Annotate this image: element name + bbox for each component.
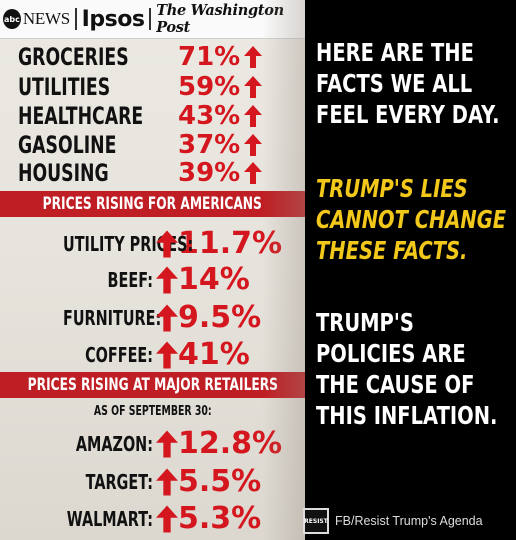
statement-line: THIS INFLATION. <box>316 401 498 430</box>
retailer-label: WALMART: <box>66 506 153 531</box>
divider <box>149 8 152 30</box>
footer-text: FB/Resist Trump's Agenda <box>335 514 483 528</box>
statement-line: TRUMP'S LIES <box>316 174 468 203</box>
price-row: UTILITY PRICES: 11.7% <box>28 226 282 261</box>
statement-line: CANNOT CHANGE <box>316 205 507 234</box>
up-arrow-icon <box>244 46 263 68</box>
up-arrow-icon <box>244 105 263 127</box>
category-row: HOUSING 39% <box>18 158 263 188</box>
retailer-row: WALMART: 5.3% <box>28 501 261 536</box>
category-row: GASOLINE 37% <box>18 130 263 160</box>
price-value: 11.7% <box>178 226 283 261</box>
price-value: 9.5% <box>178 300 262 335</box>
category-value: 71% <box>178 42 241 72</box>
category-value: 37% <box>178 130 241 160</box>
up-arrow-icon <box>244 134 263 156</box>
section-banner-retailers: PRICES RISING AT MAJOR RETAILERS <box>0 372 305 398</box>
up-arrow-icon <box>156 266 178 294</box>
price-label: FURNITURE: <box>63 305 162 330</box>
price-value: 41% <box>178 337 250 372</box>
retailer-label: TARGET: <box>85 469 153 494</box>
category-row: GROCERIES 71% <box>18 42 263 72</box>
ipsos-logo: Ipsos <box>81 6 145 32</box>
footer-credit: RESIST FB/Resist Trump's Agenda <box>303 508 483 534</box>
statement-line: POLICIES ARE <box>316 339 466 368</box>
brand-bar: abc NEWS Ipsos The Washington Post <box>0 0 305 39</box>
up-arrow-icon <box>156 230 178 258</box>
retailer-row: AMAZON: 12.8% <box>28 426 282 461</box>
statement-line: FACTS WE ALL <box>316 69 473 98</box>
up-arrow-icon <box>156 468 178 496</box>
price-label: BEEF: <box>107 267 153 292</box>
statement-line: TRUMP'S <box>316 308 414 337</box>
category-label: GASOLINE <box>18 131 117 159</box>
retailer-value: 5.3% <box>178 501 262 536</box>
divider <box>74 8 77 30</box>
up-arrow-icon <box>156 505 178 533</box>
category-row: HEALTHCARE 43% <box>18 101 263 131</box>
category-label: HOUSING <box>18 159 109 187</box>
statement-line: THE CAUSE OF <box>316 370 475 399</box>
statement-line: FEEL EVERY DAY. <box>316 100 500 129</box>
section-title: PRICES RISING FOR AMERICANS <box>42 194 263 214</box>
price-label: UTILITY PRICES: <box>63 231 194 256</box>
retailer-value: 5.5% <box>178 464 262 499</box>
resist-patch-logo: RESIST <box>303 508 329 534</box>
washington-post-logo: The Washington Post <box>156 2 284 36</box>
category-label: HEALTHCARE <box>18 102 144 130</box>
statement-facts: HERE ARE THE FACTS WE ALL FEEL EVERY DAY… <box>316 37 499 130</box>
retailer-row: TARGET: 5.5% <box>28 464 262 499</box>
category-value: 43% <box>178 101 241 131</box>
section-banner-americans: PRICES RISING FOR AMERICANS <box>0 191 305 217</box>
up-arrow-icon <box>156 304 178 332</box>
price-row: COFFEE: 41% <box>28 337 250 372</box>
category-label: UTILITIES <box>18 73 111 101</box>
left-panel: abc NEWS Ipsos The Washington Post GROCE… <box>0 0 305 540</box>
up-arrow-icon <box>156 430 178 458</box>
retailer-value: 12.8% <box>178 426 283 461</box>
as-of-label: AS OF SEPTEMBER 30: <box>93 404 212 419</box>
section-title: PRICES RISING AT MAJOR RETAILERS <box>27 375 278 395</box>
up-arrow-icon <box>244 162 263 184</box>
category-label: GROCERIES <box>18 43 129 71</box>
abc-logo: abc <box>3 9 21 29</box>
price-label: COFFEE: <box>85 342 153 367</box>
category-value: 59% <box>178 72 241 102</box>
statement-line: HERE ARE THE <box>316 38 474 67</box>
up-arrow-icon <box>156 341 178 369</box>
statement-line: THESE FACTS. <box>316 236 468 265</box>
category-row: UTILITIES 59% <box>18 72 263 102</box>
retailer-label: AMAZON: <box>75 431 153 456</box>
price-value: 14% <box>178 262 250 297</box>
price-row: BEEF: 14% <box>28 262 250 297</box>
up-arrow-icon <box>244 76 263 98</box>
price-row: FURNITURE: 9.5% <box>28 300 261 335</box>
as-of-date: AS OF SEPTEMBER 30: <box>0 402 305 420</box>
statement-policies: TRUMP'S POLICIES ARE THE CAUSE OF THIS I… <box>316 307 497 431</box>
category-value: 39% <box>178 158 241 188</box>
statement-lies: TRUMP'S LIES CANNOT CHANGE THESE FACTS. <box>316 173 506 266</box>
abc-news-label: NEWS <box>22 9 70 28</box>
